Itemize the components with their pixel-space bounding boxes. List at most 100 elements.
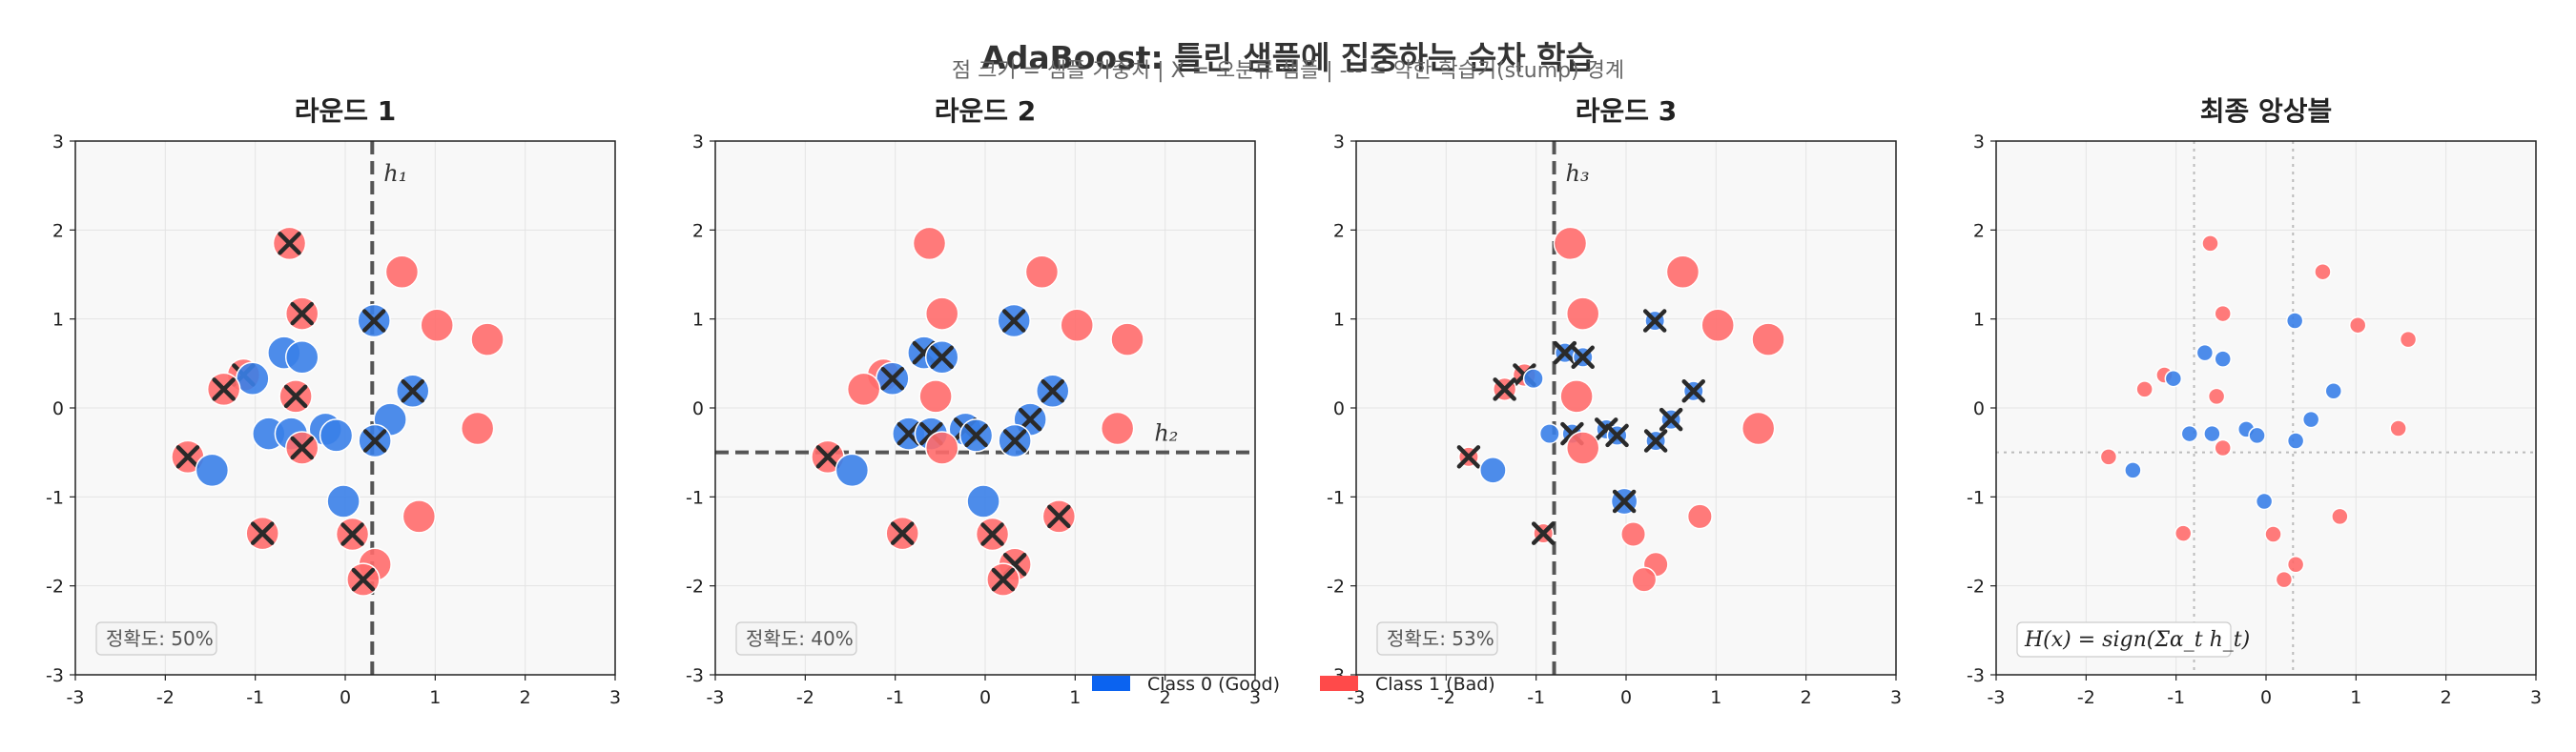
y-tick-label: 1 xyxy=(1333,310,1345,331)
panel-title: 라운드 1 xyxy=(295,95,397,127)
class1-point xyxy=(1060,308,1094,342)
class1-point xyxy=(1620,521,1647,548)
misclassified-x-mark xyxy=(896,421,921,446)
x-tick-label: -2 xyxy=(796,687,814,708)
accuracy-label: 정확도: 53% xyxy=(1387,627,1494,650)
misclassified-x-mark xyxy=(1681,379,1705,403)
class0-point xyxy=(2164,369,2183,388)
y-tick-label: 1 xyxy=(1973,310,1985,331)
x-tick-label: 0 xyxy=(2260,687,2272,708)
accuracy-box xyxy=(735,621,857,656)
misclassified-x-mark xyxy=(175,445,200,469)
misclassified-x-mark xyxy=(890,521,915,545)
y-tick-label: 1 xyxy=(52,310,64,331)
class1-point xyxy=(1686,503,1713,530)
class1-point xyxy=(2389,419,2407,437)
stump-boundary-label: h₃ xyxy=(1566,160,1590,187)
class0-point xyxy=(2255,492,2274,511)
misclassified-x-mark xyxy=(1571,345,1595,370)
class0-point xyxy=(319,418,354,453)
y-tick-label: 0 xyxy=(692,398,704,419)
x-tick-label: -1 xyxy=(1527,687,1545,708)
class1-point xyxy=(1565,431,1600,465)
class1-point xyxy=(2264,525,2282,543)
misclassified-x-mark xyxy=(1047,504,1071,529)
class1-point xyxy=(846,372,881,407)
class0-point xyxy=(2286,432,2305,450)
misclassified-x-mark xyxy=(212,377,236,401)
y-tick-label: 2 xyxy=(1973,220,1985,241)
class0-point xyxy=(1479,456,1507,484)
misclassified-x-mark xyxy=(980,522,1004,546)
y-tick-label: -2 xyxy=(686,577,704,598)
x-tick-label: 2 xyxy=(2441,687,2452,708)
class1-point xyxy=(1700,308,1735,342)
accuracy-box xyxy=(1376,621,1498,656)
plot-frame xyxy=(74,140,616,676)
class1-point xyxy=(2399,330,2418,349)
misclassified-x-mark xyxy=(815,445,840,469)
class1-point xyxy=(470,322,505,356)
y-tick-label: 1 xyxy=(692,310,704,331)
misclassified-x-mark xyxy=(283,384,308,409)
y-tick-label: 3 xyxy=(52,132,64,152)
class0-point xyxy=(326,484,361,518)
accuracy-label: 정확도: 50% xyxy=(106,627,214,650)
misclassified-x-mark xyxy=(1041,379,1064,403)
plot-frame xyxy=(1995,140,2537,676)
panel-1: -3 -2 -1 0 1 2 3 -3 -2 -1 0 1 2 3 h₁ 정확도: 50% 라운드 1 xyxy=(46,95,621,708)
class1-point xyxy=(1565,296,1600,331)
misclassified-x-mark xyxy=(351,567,376,592)
x-tick-label: -2 xyxy=(1437,687,1455,708)
class1-point xyxy=(2135,380,2154,398)
misclassified-x-mark xyxy=(340,522,364,546)
x-tick-label: 1 xyxy=(429,687,441,708)
x-tick-label: 3 xyxy=(2530,687,2542,708)
x-tick-label: 2 xyxy=(520,687,531,708)
misclassified-x-mark xyxy=(880,366,905,391)
plot-frame xyxy=(1355,140,1897,676)
class0-point xyxy=(835,453,870,488)
misclassified-x-mark xyxy=(250,521,275,545)
class1-point xyxy=(2275,570,2294,589)
misclassified-x-mark xyxy=(1456,445,1481,469)
class0-point xyxy=(1538,423,1560,445)
class0-point xyxy=(2285,312,2304,330)
x-tick-label: -2 xyxy=(156,687,175,708)
class1-point xyxy=(420,308,454,342)
y-tick-label: -1 xyxy=(46,487,64,508)
y-tick-label: 3 xyxy=(692,132,704,152)
misclassified-x-mark xyxy=(290,436,314,460)
y-tick-label: -3 xyxy=(686,665,704,686)
class1-point xyxy=(924,296,959,331)
x-tick-label: 2 xyxy=(1801,687,1812,708)
y-tick-label: -2 xyxy=(1967,577,1985,598)
x-tick-label: -1 xyxy=(886,687,904,708)
class1-point xyxy=(2331,507,2349,526)
y-tick-label: -1 xyxy=(1327,487,1345,508)
x-tick-label: 3 xyxy=(609,687,621,708)
class1-point xyxy=(1665,254,1700,289)
legend: Class 0 (Good) Class 1 (Bad) xyxy=(1092,674,1495,695)
y-tick-label: -1 xyxy=(686,487,704,508)
y-tick-label: 0 xyxy=(1973,398,1985,419)
class1-point xyxy=(2207,387,2226,406)
misclassified-x-mark xyxy=(401,379,424,403)
class1-point xyxy=(460,411,495,446)
accuracy-box xyxy=(95,621,217,656)
panel-2: -3 -2 -1 0 1 2 3 -3 -2 -1 0 1 2 3 h₂ 정확도: 40% 라운드 2 xyxy=(686,95,1261,708)
class1-point xyxy=(2348,315,2367,335)
accuracy-label: 정확도: 40% xyxy=(746,627,854,650)
misclassified-x-mark xyxy=(1018,407,1042,432)
x-tick-label: -1 xyxy=(2167,687,2185,708)
class1-point xyxy=(1559,379,1594,414)
class0-point xyxy=(2180,424,2199,443)
ensemble-formula: H(x) = sign(Σα_t h_t) xyxy=(2024,628,2250,652)
x-tick-label: 2 xyxy=(1160,687,1171,708)
class1-point xyxy=(2174,524,2193,542)
y-tick-label: -3 xyxy=(1967,665,1985,686)
legend-label: Class 0 (Good) xyxy=(1147,674,1280,695)
formula-box xyxy=(2016,621,2232,658)
stump-boundary-label: h₂ xyxy=(1154,420,1178,447)
